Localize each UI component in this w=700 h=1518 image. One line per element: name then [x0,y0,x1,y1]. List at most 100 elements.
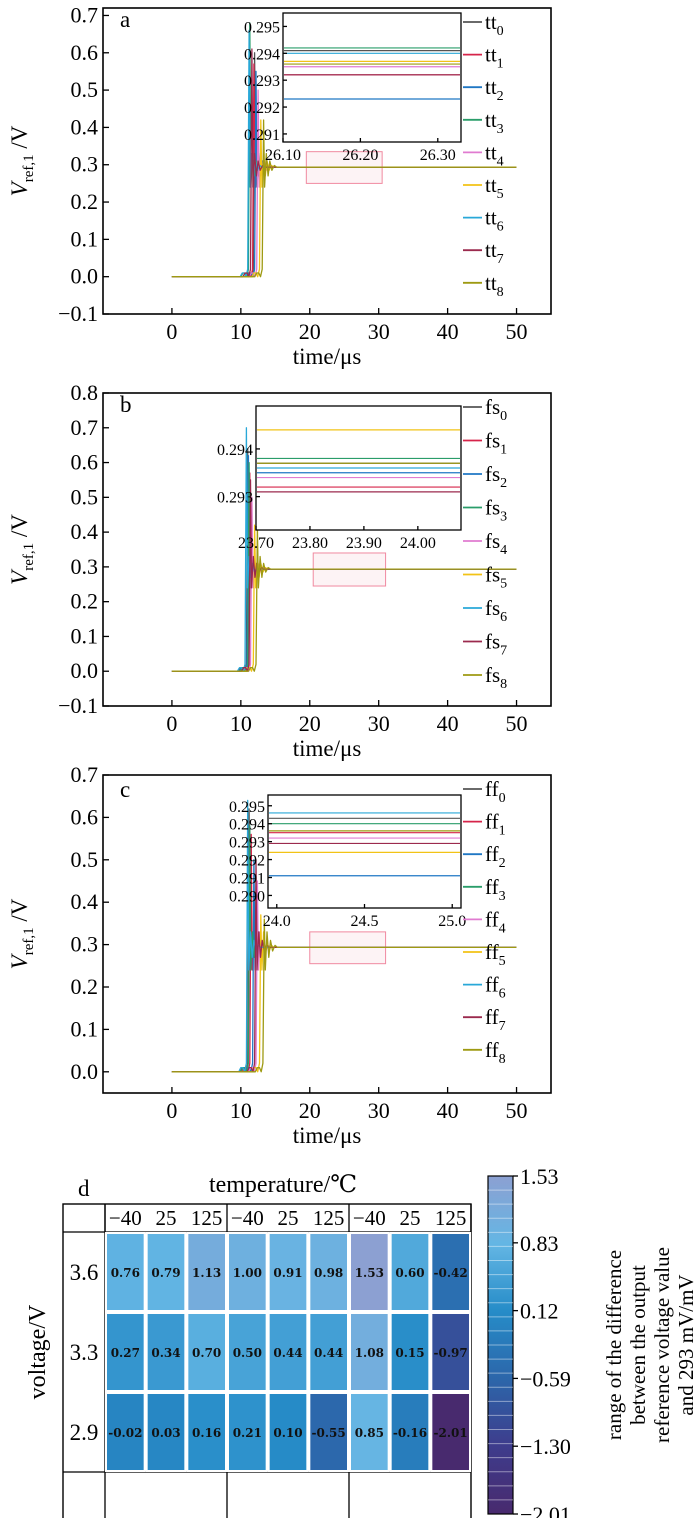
legend-label-name: tt [485,75,497,99]
heatmap-cell-value: 1.00 [233,1266,262,1280]
heatmap-cell [227,1312,268,1392]
y-tick-label: 0.0 [71,658,99,683]
legend-label: fs7 [485,630,507,659]
y-axis-label-symbol: V [7,179,32,196]
legend-label-subscript: 8 [499,1052,506,1067]
inset-y-tick-label: 0.291 [244,127,280,144]
inset-x-tick-label: 23.80 [292,535,328,552]
y-tick-label: 0.1 [71,623,99,648]
legend-label: tt2 [485,75,504,104]
heatmap-cell-value: -0.42 [434,1266,468,1280]
y-tick-label: 0.8 [71,380,99,405]
legend-label-subscript: 7 [500,644,507,659]
column-header: 25 [400,1206,421,1230]
legend-item: fs0 [463,395,507,424]
heatmap-cell-value: 0.98 [314,1266,343,1280]
x-tick-label: 0 [166,711,177,736]
legend-label-name: fs [485,663,500,687]
inset-y-tick-label: 0.295 [229,799,265,816]
legend-label-subscript: 0 [497,24,504,39]
colorbar-label-line: range of the difference [602,1250,626,1440]
y-tick-label: 0.1 [71,1016,99,1041]
inset-y-tick-label: 0.293 [229,835,265,852]
inset-y-tick-label: 0.294 [229,817,265,834]
heatmap-cell-value: 0.27 [111,1346,140,1360]
legend-label: fs8 [485,663,507,692]
x-tick-label: 10 [230,319,252,344]
heatmap-cell [105,1232,146,1312]
x-tick-label: 50 [506,711,528,736]
legend-label-name: fs [485,630,500,654]
inset-x-tick-label: 26.20 [342,147,378,164]
x-tick-label: 40 [437,1098,459,1123]
legend-item: tt6 [463,206,504,235]
row-header: 2.9 [70,1420,99,1445]
heatmap-cell-value: 0.79 [151,1266,180,1280]
legend-label: fs1 [485,429,507,458]
legend-label-subscript: 2 [500,476,507,491]
colorbar-tick-label: 1.53 [520,1164,559,1189]
legend-label-name: ff [485,842,499,866]
series-line-fs7 [171,479,517,672]
colorbar-label-line: and 293 mV/mV [674,1274,698,1415]
series-line-tt7 [171,48,517,278]
x-tick-label: 50 [506,1098,528,1123]
legend-label-name: tt [485,43,497,67]
y-tick-label: 0.2 [71,189,99,214]
series-line-fs8 [171,527,517,672]
column-header: −40 [231,1206,264,1230]
legend-label-subscript: 4 [497,154,504,169]
y-tick-label: 0.0 [71,1059,99,1084]
heatmap-cell-value: 1.08 [355,1346,384,1360]
legend-item: tt2 [463,75,504,104]
legend-item: fs7 [463,630,507,659]
column-header: 125 [313,1206,345,1230]
heatmap-cell-value: 0.85 [355,1426,384,1440]
legend-label-name: ff [485,875,499,899]
heatmap-cell [349,1392,390,1472]
legend-label-name: fs [485,429,500,453]
heatmap-cell [186,1232,227,1312]
y-axis-label: voltage/V [25,1304,51,1399]
inset-y-tick-label: 0.293 [217,490,253,507]
y-tick-label: 0.7 [71,415,99,440]
legend-label: tt5 [485,173,504,202]
colorbar [487,1175,514,1515]
x-tick-label: 10 [230,1098,252,1123]
y-tick-label: 0.3 [71,554,99,579]
legend-label-name: ff [485,810,499,834]
legend-label: ff4 [485,907,506,936]
legend-label: fs0 [485,395,507,424]
x-tick-label: 40 [437,711,459,736]
series-line-fs5 [171,524,517,672]
legend-item: tt1 [463,43,504,72]
legend-label-name: ff [485,1005,499,1029]
legend-label-name: ff [485,907,499,931]
column-header: −40 [109,1206,142,1230]
y-tick-label: −0.1 [58,301,98,326]
legend-item: ff1 [463,810,506,839]
heatmap-cell [308,1392,350,1472]
legend-label-subscript: 1 [500,443,507,458]
legend-label-subscript: 3 [497,122,504,137]
heatmap-cell [227,1392,268,1472]
line-chart-panel-b: −0.10.00.10.20.30.40.50.60.70.80 10 20 30 40… [7,380,552,761]
inset-x-tick-label: 23.90 [346,535,382,552]
legend-item: ff2 [463,842,506,871]
legend-label-subscript: 0 [500,409,507,424]
heatmap-cell-value: 0.21 [233,1426,262,1440]
legend-item: fs5 [463,563,507,592]
inset-y-tick-label: 0.291 [229,871,265,888]
legend-label-name: fs [485,496,500,520]
line-chart-panel-c: 0.00.10.20.30.40.50.60.70 10 20 30 40 50time/… [7,762,552,1148]
legend-item: tt5 [463,173,504,202]
legend-label: tt8 [485,271,504,300]
heatmap-cell [227,1232,268,1312]
y-axis-label: Vref,1 /V [7,514,37,585]
legend-label-name: ff [485,1038,499,1062]
legend-label-name: ff [485,777,499,801]
y-tick-label: 0.0 [71,264,99,289]
y-tick-label: −0.1 [58,693,98,718]
